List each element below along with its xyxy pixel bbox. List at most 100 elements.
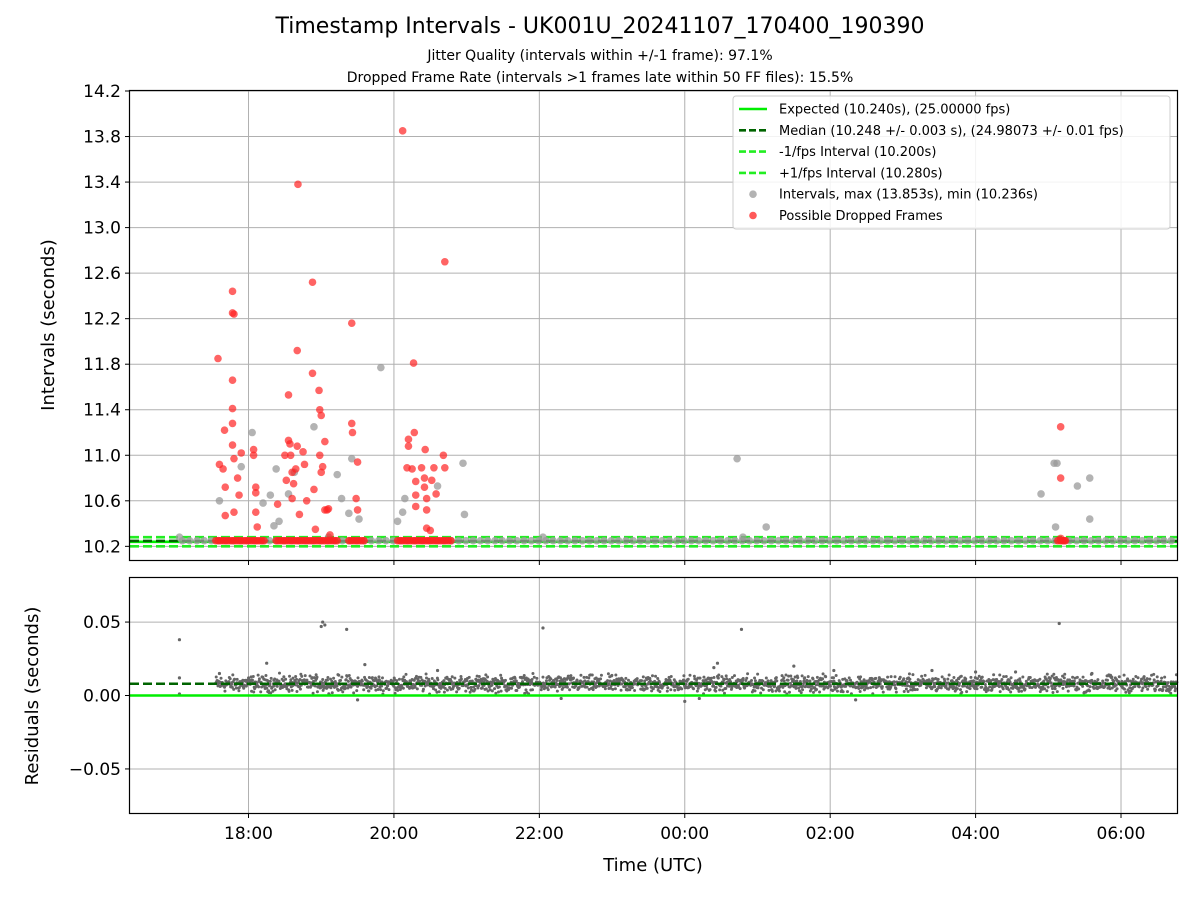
residual-point [453,676,457,680]
dropped-frame-point [260,536,268,545]
residual-point [295,677,299,681]
residual-point [864,686,868,690]
residual-point [559,696,563,701]
bottom-y-ticks: −0.05 0.00 0.05 [69,613,130,780]
dropped-frame-point [237,449,246,457]
residual-point [936,677,940,681]
residual-point [464,689,468,693]
residual-point [975,687,979,691]
residual-point [939,686,943,690]
residual-point [268,679,272,683]
residual-point [362,688,366,692]
residual-point [975,677,979,681]
interval-point [665,536,674,545]
residual-point [552,680,556,684]
residual-point [567,682,571,686]
interval-point [636,536,645,545]
residual-point [654,674,658,678]
interval-point [433,482,442,490]
dropped-frame-point [235,491,243,499]
residual-point [801,688,805,692]
residual-point [1136,676,1140,680]
dropped-frame-point [318,462,327,471]
residual-point [834,674,838,678]
residual-point [908,677,912,681]
residual-point [719,684,723,688]
residual-point [594,676,598,680]
residual-point [611,687,615,691]
residual-point [404,672,408,676]
residual-point [874,676,878,680]
residual-point [1114,683,1118,687]
bottom-reference-lines [130,682,1177,697]
residual-point [266,679,270,683]
residual-point [346,679,350,683]
dropped-frame-point [321,437,329,446]
residual-point [530,680,534,684]
residual-point [782,679,786,683]
residual-point [486,689,490,693]
interval-point [876,536,885,545]
residual-point [995,678,999,682]
interval-point [963,536,972,545]
dropped-frame-point [439,451,448,460]
residual-point [300,674,304,678]
residual-point [470,679,474,683]
residual-point [1017,689,1021,693]
interval-point [237,462,246,471]
interval-point [716,536,725,545]
residual-point [821,677,825,681]
interval-point [1145,536,1154,545]
dropped-frame-point [230,508,238,516]
interval-point [825,536,834,545]
dropped-frame-point [317,411,326,420]
residual-point [669,675,673,679]
interval-point [585,536,594,545]
legend-entry-label: Possible Dropped Frames [779,209,943,224]
residual-point [973,670,978,674]
residual-point [496,690,500,694]
residual-point [1088,685,1092,689]
residual-point [386,684,390,688]
residual-point [339,678,343,682]
residual-point [797,686,801,690]
residual-point [377,675,381,679]
dropped-frame-point [420,474,429,482]
residual-point [1152,678,1156,682]
residual-point [786,678,790,682]
interval-point [513,536,521,545]
interval-point [651,536,659,545]
residual-point [1077,687,1081,691]
residual-point [486,675,490,679]
dropped-frame-point [353,506,362,514]
residual-point [473,687,477,691]
bottom-y-tick-label: −0.05 [69,760,121,780]
residual-point [1117,680,1121,684]
dropped-frame-point [1060,536,1069,545]
residual-point [335,684,339,688]
top-y-tick-label: 11.0 [83,446,121,466]
residual-point [177,638,182,642]
interval-point [1123,536,1132,545]
residual-point [951,684,955,688]
residual-point [445,688,449,692]
residual-point [497,685,501,689]
residual-point [973,687,977,691]
residual-point [234,686,238,690]
residual-point [575,678,579,682]
residual-point [228,677,232,681]
interval-point [1085,474,1094,482]
residual-point [1112,679,1116,683]
residual-point [531,671,535,675]
residual-point [982,680,986,684]
interval-point [680,536,688,545]
dropped-frame-point [221,483,230,491]
residual-point [435,668,440,673]
residual-point [1054,676,1058,680]
residual-point [273,688,277,692]
residual-point [257,685,261,689]
residual-point [468,690,472,694]
residual-point [1021,675,1025,679]
residual-point [563,680,567,684]
